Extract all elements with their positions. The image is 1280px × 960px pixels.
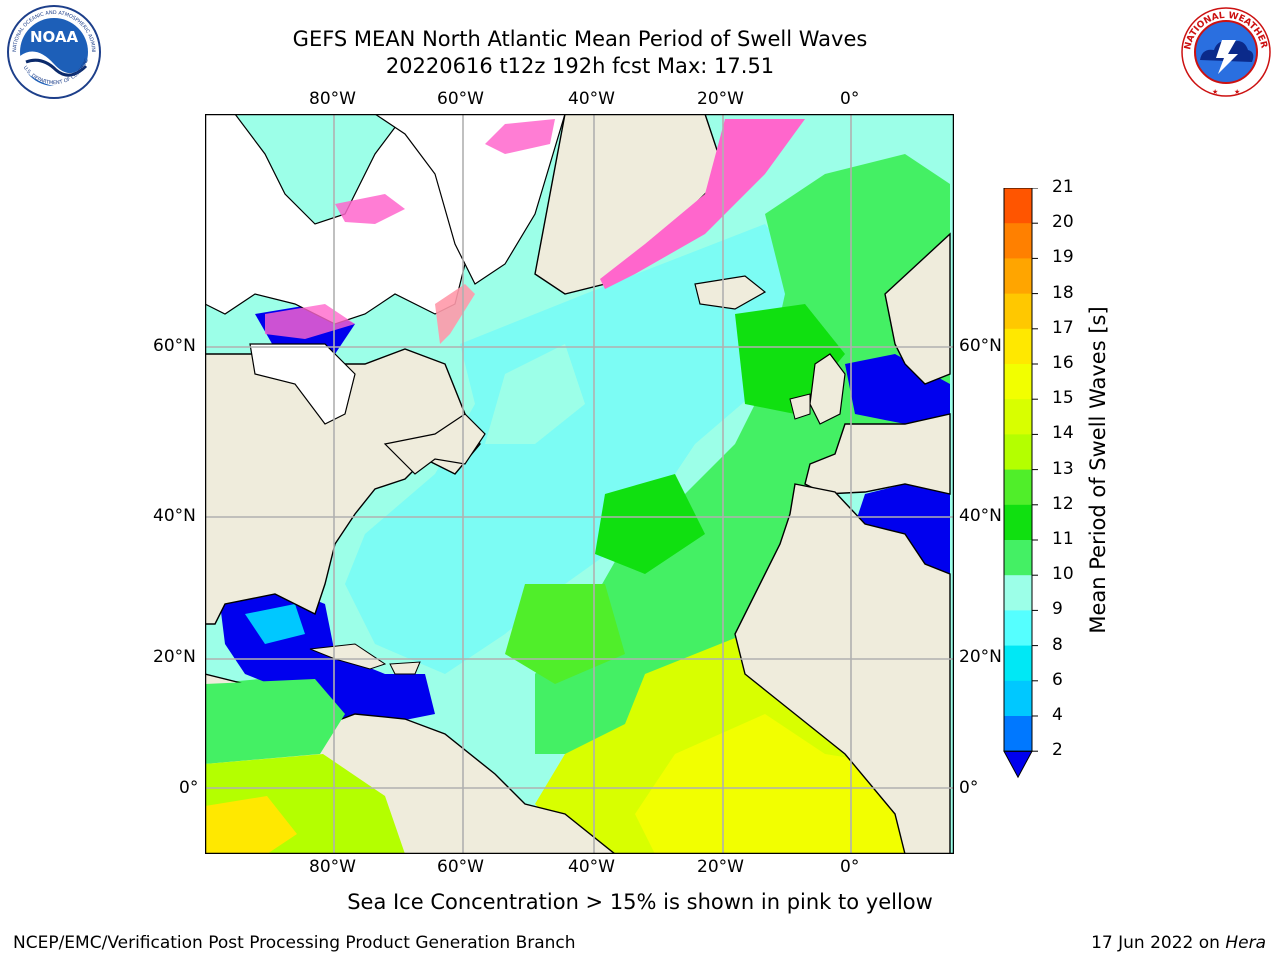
colorbar-tick-label: 19 <box>1052 247 1074 268</box>
colorbar-band <box>1004 223 1032 259</box>
colorbar-tick-label: 18 <box>1052 282 1074 303</box>
lon-label-bottom: 60°W <box>437 857 484 877</box>
colorbar-underflow <box>1003 750 1033 779</box>
colorbar-tick-label: 21 <box>1052 177 1074 197</box>
lon-label-bottom: 80°W <box>309 857 356 877</box>
colorbar-band <box>1004 680 1032 717</box>
swell-period-map <box>204 113 955 855</box>
lon-label-bottom: 40°W <box>568 857 615 877</box>
hudson-bay-area <box>249 343 356 425</box>
mediterranean-short-swell <box>855 484 950 574</box>
lat-label-right: 0° <box>959 778 979 798</box>
colorbar-band <box>1004 293 1032 330</box>
sea-ice-note: Sea Ice Concentration > 15% is shown in … <box>347 890 933 914</box>
colorbar-band <box>1004 716 1032 752</box>
colorbar-swatches <box>1003 187 1038 779</box>
lon-label-bottom: 0° <box>840 857 860 877</box>
iceland-land <box>694 275 767 310</box>
noaa-logo-text: NOAA <box>30 28 79 46</box>
colorbar-tick-label: 20 <box>1052 212 1074 233</box>
lat-label-left: 20°N <box>153 647 196 667</box>
sea-ice-east-greenland <box>600 119 805 289</box>
colorbar-band <box>1004 364 1032 400</box>
colorbar-band <box>1004 469 1032 506</box>
colorbar-band <box>1004 504 1032 541</box>
colorbar-tick-label: 9 <box>1052 599 1063 620</box>
colorbar-tick-label: 14 <box>1052 423 1074 444</box>
greenland-land <box>373 114 566 285</box>
colorbar-title: Mean Period of Swell Waves [s] <box>1086 306 1110 634</box>
lat-label-right: 60°N <box>959 336 1002 356</box>
lon-label-top: 0° <box>840 89 860 109</box>
swell-9-10s-region <box>535 154 950 754</box>
africa-land <box>734 483 951 854</box>
nws-logo: NATIONAL WEATHER SERVICE ★ ★ <box>1175 0 1274 100</box>
colorbar-tick-label: 11 <box>1052 529 1074 549</box>
swell-6-8s-region <box>345 224 805 674</box>
colorbar-tick-label: 4 <box>1052 705 1063 725</box>
colorbar-band <box>1004 258 1032 295</box>
europe-land <box>804 413 951 495</box>
footer-host: Hera <box>1225 933 1266 953</box>
lon-label-top: 20°W <box>697 89 744 109</box>
lat-label-left: 40°N <box>153 506 196 526</box>
colorbar-tick-label: 13 <box>1052 458 1074 479</box>
lat-label-right: 40°N <box>959 506 1002 526</box>
lon-label-top: 60°W <box>437 89 484 109</box>
noaa-logo: NOAA NATIONAL OCEANIC AND ATMOSPHERIC AD… <box>3 0 102 100</box>
lon-label-top: 80°W <box>309 89 356 109</box>
colorbar-tick-label: 2 <box>1052 740 1063 761</box>
graticule <box>205 114 954 854</box>
colorbar-band <box>1004 575 1032 611</box>
colorbar-tick-label: 12 <box>1052 493 1074 514</box>
colorbar-tick-label: 16 <box>1052 353 1074 373</box>
north-america-land <box>205 348 481 625</box>
lat-label-left: 60°N <box>153 336 196 356</box>
colorbar-band <box>1004 328 1032 365</box>
colorbar-tick-label: 17 <box>1052 317 1074 338</box>
colorbar-band <box>1004 645 1032 682</box>
colorbar-band <box>1004 188 1032 224</box>
footer-date: 17 Jun 2022 on Hera <box>1091 933 1266 953</box>
chart-subtitle: 20220616 t12z 192h fcst Max: 17.51 <box>385 54 775 78</box>
svg-text:★: ★ <box>1212 88 1218 96</box>
colorbar-band <box>1004 540 1032 576</box>
colorbar-tick-label: 8 <box>1052 634 1063 655</box>
footer-credit: NCEP/EMC/Verification Post Processing Pr… <box>13 933 576 953</box>
colorbar-tick-label: 10 <box>1052 564 1074 585</box>
lon-label-top: 40°W <box>568 89 615 109</box>
colorbar-band <box>1004 434 1032 471</box>
lon-label-bottom: 20°W <box>697 857 744 877</box>
colorbar <box>1003 187 1039 792</box>
svg-text:★: ★ <box>1234 88 1240 96</box>
colorbar-tick-label: 6 <box>1052 669 1063 690</box>
colorbar-tick-label: 15 <box>1052 388 1074 409</box>
chart-title: GEFS MEAN North Atlantic Mean Period of … <box>292 27 868 51</box>
lat-label-left: 0° <box>179 778 199 798</box>
map-frame <box>204 113 955 855</box>
colorbar-band <box>1004 610 1032 647</box>
lat-label-right: 20°N <box>959 647 1002 667</box>
colorbar-band <box>1004 399 1032 435</box>
